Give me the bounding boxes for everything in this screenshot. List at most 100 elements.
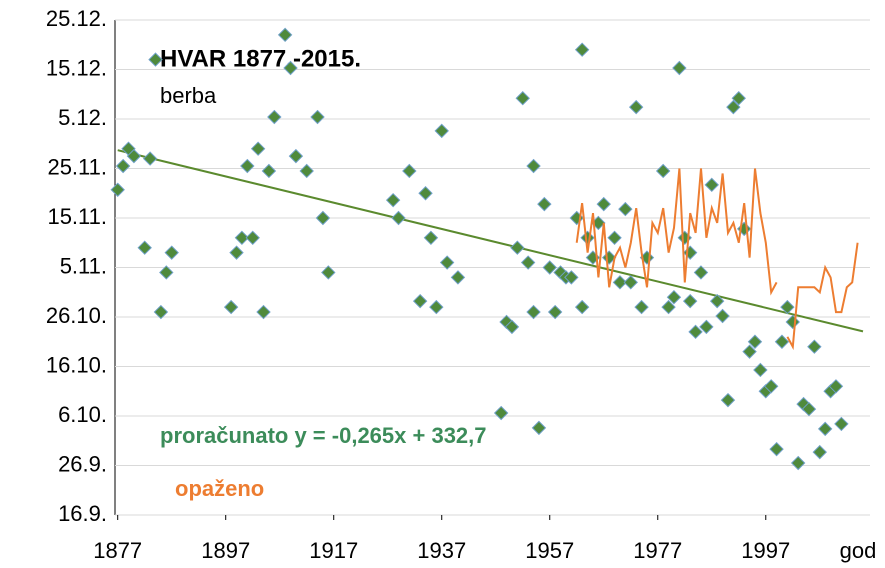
point [547,304,563,320]
point [596,196,611,212]
point [801,401,817,417]
point [531,420,547,436]
plot [115,19,870,516]
point [769,441,784,457]
observed-label: opaženo [175,476,264,501]
point [250,141,266,156]
point [159,265,174,280]
observed-line [575,168,859,351]
point [634,299,649,315]
point [807,339,822,354]
subtitle: berba [160,83,217,108]
point [261,163,277,179]
point [726,99,741,115]
x-tick-label: 1877 [93,538,142,563]
point [164,245,179,260]
point [537,196,552,212]
x-tick-label: 1957 [525,538,574,563]
point [245,230,260,246]
y-tick-label: 16.10. [46,352,107,377]
point [709,293,725,309]
y-tick-label: 25.11. [47,154,107,179]
point [661,299,676,315]
point [315,210,331,226]
point [402,163,417,179]
point [310,109,325,125]
point [412,293,428,309]
x-tick-label: 1917 [309,538,358,563]
point [564,270,579,285]
point [623,275,638,290]
point [148,52,163,67]
point [812,444,827,460]
y-tick-label: 26.10. [46,303,107,328]
point [774,334,790,349]
point [834,416,849,432]
point [115,158,131,174]
point [828,379,844,394]
point [612,275,628,290]
point [666,289,682,305]
point [763,379,779,394]
point [574,299,590,315]
point [493,405,509,421]
point [391,210,406,226]
point [267,109,282,125]
point [817,421,833,437]
point [126,148,142,164]
x-axis-label: god [840,538,877,563]
point [234,230,250,246]
x-tick-label: 1897 [201,538,250,563]
y-tick-label: 15.12. [46,55,107,80]
x-tick-label: 1977 [633,538,682,563]
point [704,177,719,193]
point [299,163,314,179]
point [515,91,530,106]
x-tick-label: 1937 [417,538,466,563]
trend-label: proračunato y = -0,265x + 332,7 [160,423,487,448]
point [720,392,736,408]
point [542,260,557,275]
trend-line [117,149,864,333]
point [526,158,541,174]
point [699,319,714,335]
point [731,91,746,106]
point [574,42,590,57]
point [753,362,768,378]
point [256,304,271,320]
point [628,99,644,115]
y-tick-label: 15.11. [47,204,107,229]
point [742,344,757,359]
point [504,319,520,335]
point [655,163,671,179]
point [277,27,293,43]
point [688,324,703,340]
point [434,123,449,139]
y-tick-label: 6.10. [58,402,107,427]
point [580,230,595,246]
point [321,265,336,280]
point [510,240,525,255]
point [450,270,466,285]
point [223,299,239,315]
point [283,60,298,76]
y-tick-label: 5.11. [60,253,107,278]
point [601,250,617,265]
x-tick-label: 1997 [741,538,790,563]
point [385,192,401,208]
point [715,308,730,324]
point [137,240,152,255]
point [110,182,125,197]
point [682,245,698,260]
point [780,299,795,315]
point [288,148,304,164]
point [229,245,244,260]
point [439,255,455,270]
point [682,293,698,309]
y-tick-label: 26.9. [58,451,107,476]
point [142,151,158,166]
point [423,230,439,246]
point [153,304,169,320]
point [240,158,255,174]
